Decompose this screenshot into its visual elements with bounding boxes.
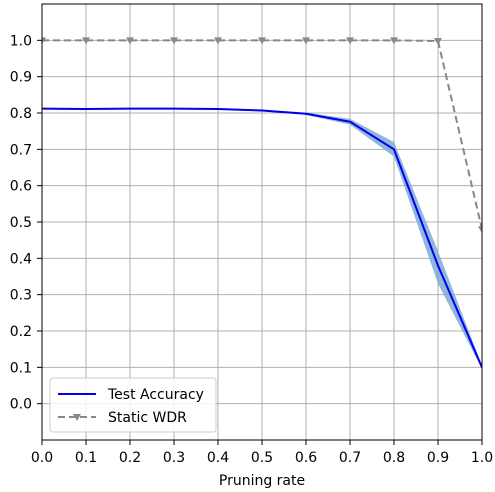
x-tick-label: 1.0 xyxy=(471,450,493,466)
static-wdr-marker xyxy=(346,37,354,45)
y-tick-label: 1.0 xyxy=(10,33,32,49)
static-wdr-marker xyxy=(478,226,482,234)
y-tick-label: 0.9 xyxy=(10,70,32,86)
test-accuracy-line xyxy=(42,107,482,368)
x-tick-label: 0.2 xyxy=(119,450,141,466)
x-tick-label: 0.5 xyxy=(251,450,273,466)
static-wdr-marker xyxy=(258,37,266,45)
legend-marker-static-wdr xyxy=(73,414,81,421)
x-tick-label: 0.6 xyxy=(295,450,317,466)
x-tick-label: 0.4 xyxy=(207,450,229,466)
y-tick-label: 0.3 xyxy=(10,288,32,304)
static-wdr-marker xyxy=(170,37,178,45)
static-wdr-marker xyxy=(434,38,442,46)
x-axis-title: Pruning rate xyxy=(219,473,305,489)
legend-box xyxy=(49,377,217,433)
y-tick-label: 0.2 xyxy=(10,324,32,340)
y-tick-label: 0.6 xyxy=(10,179,32,195)
legend-label-static-wdr: Static WDR xyxy=(108,410,187,426)
series-layer xyxy=(42,37,482,368)
y-tick-label: 0.8 xyxy=(10,106,32,122)
y-tick-label: 0.4 xyxy=(10,251,32,267)
static-wdr-marker xyxy=(82,37,90,45)
static-wdr-marker xyxy=(302,37,310,45)
x-tick-label: 0.9 xyxy=(427,450,449,466)
x-tick-label: 0.1 xyxy=(75,450,97,466)
static-wdr-marker xyxy=(42,37,46,45)
x-tick-label: 0.0 xyxy=(31,450,53,466)
y-tick-label: 0.0 xyxy=(10,397,32,413)
legend: Test Accuracy Static WDR xyxy=(49,377,217,433)
y-tick-label: 0.5 xyxy=(10,215,32,231)
legend-label-test-accuracy: Test Accuracy xyxy=(107,387,204,403)
y-tick-label: 0.7 xyxy=(10,142,32,158)
static-wdr-marker xyxy=(126,37,134,45)
x-tick-label: 0.8 xyxy=(383,450,405,466)
x-tick-label: 0.7 xyxy=(339,450,361,466)
x-axis-ticks: 0.0 0.1 0.2 0.3 0.4 0.5 0.6 0.7 0.8 0.9 1.0 xyxy=(31,440,493,466)
y-axis-ticks: 0.0 0.1 0.2 0.3 0.4 0.5 0.6 0.7 0.8 0.9 1.0 xyxy=(10,33,42,413)
x-tick-label: 0.3 xyxy=(163,450,185,466)
y-tick-label: 0.1 xyxy=(10,360,32,376)
static-wdr-marker xyxy=(390,37,398,45)
static-wdr-marker xyxy=(214,37,222,45)
